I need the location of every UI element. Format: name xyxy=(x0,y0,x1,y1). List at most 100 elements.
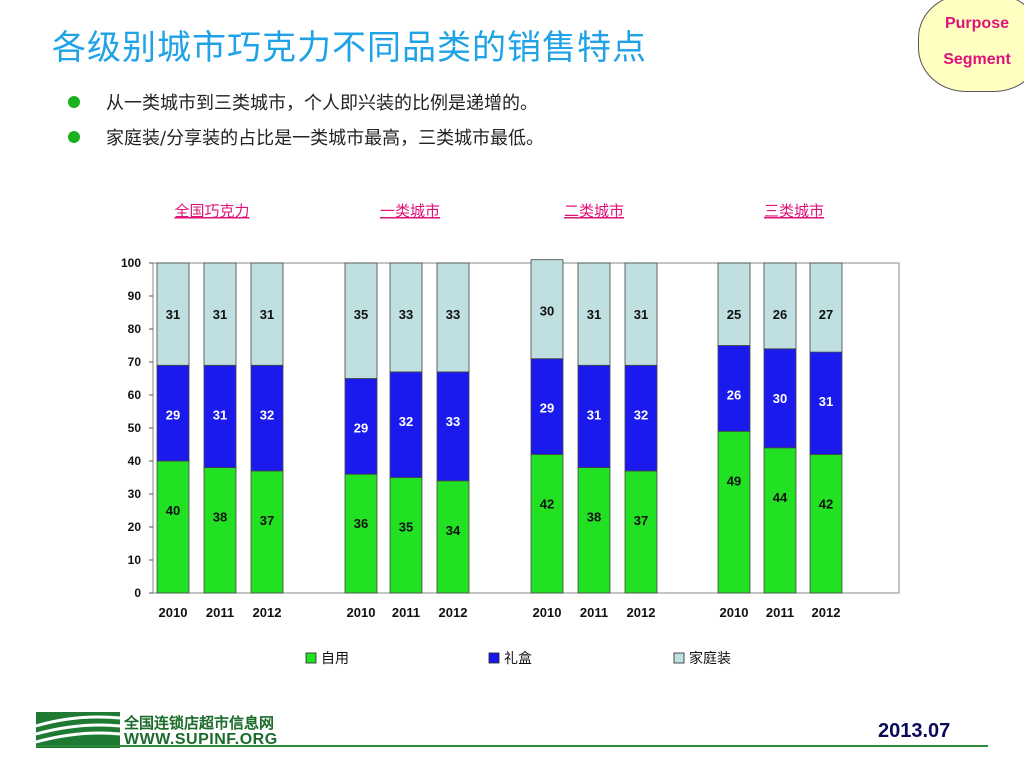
x-tick-label: 2012 xyxy=(439,605,468,620)
data-label: 27 xyxy=(819,307,833,322)
data-label: 29 xyxy=(540,401,554,416)
badge-line-2: Segment xyxy=(943,51,1011,68)
legend-label: 自用 xyxy=(321,651,349,667)
data-label: 30 xyxy=(773,391,787,406)
data-label: 38 xyxy=(213,510,227,525)
y-tick-label: 90 xyxy=(128,289,142,303)
bar-segment xyxy=(763,447,797,594)
y-tick-label: 100 xyxy=(121,256,141,270)
data-label: 42 xyxy=(540,496,554,511)
bullet-text: 家庭装/分享装的占比是一类城市最高，三类城市最低。 xyxy=(106,128,545,149)
bar-segment xyxy=(156,460,190,594)
x-tick-label: 2011 xyxy=(580,605,608,620)
legend-label: 礼盒 xyxy=(504,650,532,667)
bar-segment xyxy=(717,262,751,346)
bar-segment xyxy=(577,467,611,594)
x-tick-label: 2012 xyxy=(812,605,841,620)
bar-segment xyxy=(809,262,843,353)
bar-segment xyxy=(250,262,284,366)
x-tick-label: 2012 xyxy=(253,605,282,620)
data-label: 34 xyxy=(446,523,461,538)
bar-segment xyxy=(344,473,378,594)
data-label: 31 xyxy=(587,407,601,422)
legend-swatch xyxy=(305,652,317,664)
group-title: 二类城市 xyxy=(564,202,624,220)
data-label: 38 xyxy=(587,510,601,525)
y-tick-label: 30 xyxy=(128,487,142,501)
bar-segment xyxy=(344,262,378,379)
data-label: 25 xyxy=(727,307,741,322)
y-tick-label: 40 xyxy=(128,454,142,468)
bullet-dot-icon xyxy=(68,96,80,108)
data-label: 31 xyxy=(819,394,833,409)
bar-segment xyxy=(530,259,564,360)
data-label: 32 xyxy=(399,414,413,429)
data-label: 49 xyxy=(727,473,741,488)
page-title: 各级别城市巧克力不同品类的销售特点 xyxy=(52,28,647,68)
data-label: 31 xyxy=(260,307,274,322)
data-label: 36 xyxy=(354,516,368,531)
group-title: 三类城市 xyxy=(764,202,824,220)
data-label: 31 xyxy=(634,307,648,322)
data-label: 26 xyxy=(727,388,741,403)
data-label: 40 xyxy=(166,503,180,518)
data-label: 37 xyxy=(260,513,274,528)
logo-website[interactable]: WWW.SUPINF.ORG xyxy=(124,731,278,748)
x-tick-label: 2010 xyxy=(533,605,562,620)
x-tick-label: 2011 xyxy=(206,605,234,620)
logo-chinese-name: 全国连锁店超市信息网 xyxy=(124,714,275,732)
bullet-dot-icon xyxy=(68,131,80,143)
x-tick-label: 2010 xyxy=(347,605,376,620)
data-label: 35 xyxy=(399,520,413,535)
bar-segment xyxy=(250,470,284,594)
bar-segment xyxy=(389,371,423,478)
group-title: 全国巧克力 xyxy=(174,202,249,220)
bar-segment xyxy=(809,453,843,594)
data-label: 29 xyxy=(354,421,368,436)
y-tick-label: 50 xyxy=(128,421,142,435)
data-label: 42 xyxy=(819,496,833,511)
bar-segment xyxy=(389,262,423,373)
badge-line-1: Purpose xyxy=(944,15,1009,32)
data-label: 33 xyxy=(446,414,460,429)
bar-segment xyxy=(203,364,237,468)
bar-segment xyxy=(156,364,190,462)
bar-segment xyxy=(436,262,470,373)
bar-segment xyxy=(156,262,190,366)
data-label: 32 xyxy=(634,407,648,422)
y-tick-label: 60 xyxy=(128,388,142,402)
bar-segment xyxy=(344,378,378,475)
bar-segment xyxy=(436,480,470,594)
legend-label: 家庭装 xyxy=(689,650,731,667)
x-tick-label: 2011 xyxy=(392,605,420,620)
data-label: 37 xyxy=(634,513,648,528)
data-label: 32 xyxy=(260,407,274,422)
bar-segment xyxy=(624,262,658,366)
y-tick-label: 20 xyxy=(128,520,142,534)
y-tick-label: 70 xyxy=(128,355,142,369)
purpose-segment-badge: Purpose Segment xyxy=(918,0,1024,92)
bar-segment xyxy=(530,358,564,455)
bar-segment xyxy=(577,262,611,366)
y-tick-label: 0 xyxy=(134,586,141,600)
bar-segment xyxy=(624,470,658,594)
y-tick-label: 10 xyxy=(128,553,142,567)
x-tick-label: 2011 xyxy=(766,605,794,620)
bar-segment xyxy=(203,262,237,366)
data-label: 31 xyxy=(213,307,227,322)
bar-segment xyxy=(530,453,564,594)
data-label: 31 xyxy=(213,407,227,422)
data-label: 31 xyxy=(587,307,601,322)
x-tick-label: 2010 xyxy=(159,605,188,620)
data-label: 33 xyxy=(446,307,460,322)
group-title: 一类城市 xyxy=(380,202,440,220)
legend-swatch xyxy=(488,652,500,664)
x-tick-label: 2012 xyxy=(627,605,656,620)
bar-segment xyxy=(717,345,751,432)
data-label: 44 xyxy=(773,490,788,505)
legend-swatch xyxy=(673,652,685,664)
footer-divider xyxy=(36,745,988,747)
bar-segment xyxy=(763,262,797,350)
data-label: 26 xyxy=(773,307,787,322)
data-label: 30 xyxy=(540,304,554,319)
